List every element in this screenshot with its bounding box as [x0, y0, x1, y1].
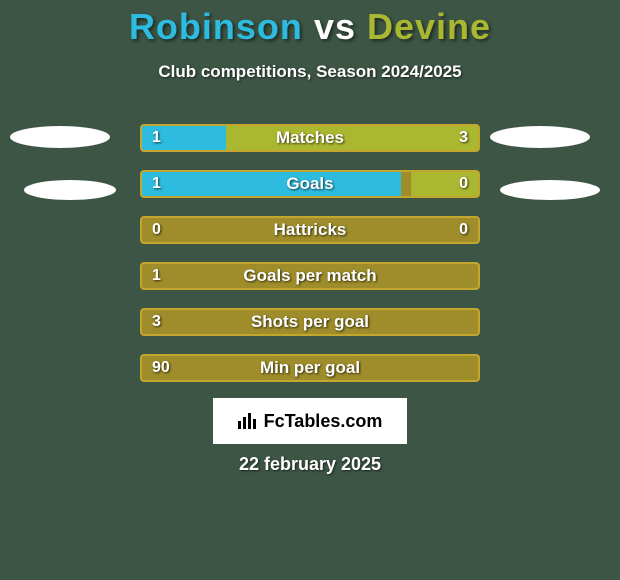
bar-label: Goals per match — [142, 264, 478, 288]
bar-row: Hattricks0 0 — [140, 216, 480, 244]
comparison-bars: Matches13Goals10Hattricks00Goals per mat… — [140, 124, 480, 400]
decorative-ellipse — [490, 126, 590, 148]
chart-canvas: Robinson vs Devine Club competitions, Se… — [0, 0, 620, 580]
title-player1: Robinson — [129, 6, 303, 47]
bar-label: Shots per goal — [142, 310, 478, 334]
decorative-ellipse — [10, 126, 110, 148]
bar-value-right: 0 — [459, 172, 468, 196]
bar-label: Min per goal — [142, 356, 478, 380]
bar-row: Matches1 3 — [140, 124, 480, 152]
subtitle: Club competitions, Season 2024/2025 — [0, 62, 620, 82]
decorative-ellipse — [24, 180, 116, 200]
date-text: 22 february 2025 — [0, 454, 620, 475]
bar-value-left: 1 — [152, 172, 161, 196]
bar-value-left: 1 — [152, 264, 161, 288]
bar-label: Goals — [142, 172, 478, 196]
title: Robinson vs Devine — [0, 6, 620, 48]
bar-label: Hattricks — [142, 218, 478, 242]
bar-value-right: 3 — [459, 126, 468, 150]
chart-icon — [238, 411, 258, 432]
logo-text: FcTables.com — [264, 411, 383, 432]
title-vs: vs — [314, 6, 356, 47]
decorative-ellipse — [500, 180, 600, 200]
title-player2: Devine — [367, 6, 491, 47]
bar-value-left: 1 — [152, 126, 161, 150]
logo-box: FcTables.com — [213, 398, 407, 444]
bar-value-left: 0 — [152, 218, 161, 242]
bar-row: Goals per match1 — [140, 262, 480, 290]
bar-value-right: 0 — [459, 218, 468, 242]
bar-row: Goals1 0 — [140, 170, 480, 198]
bar-value-left: 90 — [152, 356, 170, 380]
bar-row: Shots per goal3 — [140, 308, 480, 336]
bar-row: Min per goal90 — [140, 354, 480, 382]
bar-value-left: 3 — [152, 310, 161, 334]
bar-label: Matches — [142, 126, 478, 150]
